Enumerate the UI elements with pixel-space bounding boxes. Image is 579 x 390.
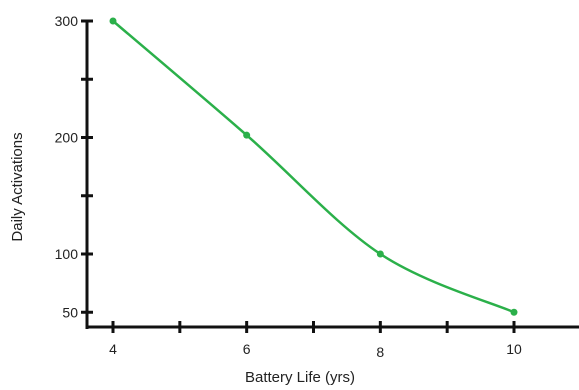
- x-ticks: 4 6 8 10: [109, 321, 522, 360]
- x-tick-label-4: 4: [109, 341, 117, 357]
- x-tick-label-8: 8: [376, 344, 384, 360]
- x-axis-title: Battery Life (yrs): [245, 369, 355, 386]
- y-tick-label-300: 300: [55, 13, 79, 29]
- y-axis-title: Daily Activations: [9, 132, 26, 241]
- y-ticks: 50 100 200 300: [55, 13, 93, 320]
- data-point-4: [109, 17, 117, 25]
- series-layer: [109, 17, 518, 316]
- y-tick-label-50: 50: [62, 304, 78, 320]
- axes: [85, 20, 579, 329]
- data-point-10: [510, 308, 518, 316]
- data-point-6: [243, 131, 251, 139]
- y-tick-label-100: 100: [55, 246, 79, 262]
- y-tick-label-200: 200: [55, 130, 79, 146]
- x-tick-label-10: 10: [506, 341, 522, 357]
- series-line-0: [111, 19, 516, 314]
- data-point-8: [376, 250, 384, 258]
- x-tick-label-6: 6: [243, 341, 251, 357]
